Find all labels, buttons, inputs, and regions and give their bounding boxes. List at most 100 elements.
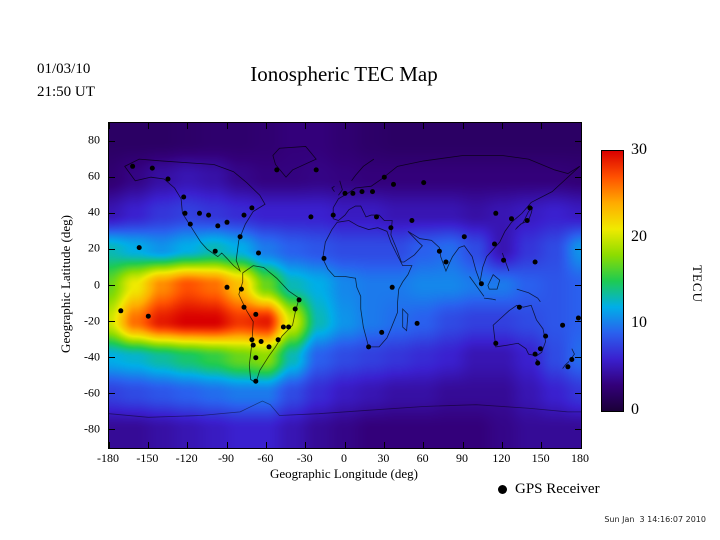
axis-tick-mark (305, 442, 307, 448)
axis-tick-mark (575, 248, 581, 250)
gps-receiver-dot (197, 210, 202, 216)
coastline-greenland (273, 146, 316, 177)
page-title: Ionospheric TEC Map (250, 62, 438, 86)
axis-tick-mark (575, 176, 581, 178)
gps-receiver-dot (250, 342, 256, 348)
map-overlay (109, 123, 581, 448)
gps-receiver-dot (275, 337, 281, 343)
coastline-british-isles (332, 181, 342, 195)
gps-receiver-dot (136, 245, 142, 251)
axis-tick-mark (226, 442, 228, 448)
y-tick-label: 80 (88, 132, 100, 147)
axis-tick-mark (541, 442, 543, 448)
gps-receiver-dot (389, 284, 395, 290)
axis-tick-mark (109, 176, 115, 178)
axis-tick-mark (541, 123, 543, 129)
gps-receiver-dot (206, 212, 212, 218)
axis-tick-mark (423, 123, 425, 129)
coastline-antarctica (109, 401, 581, 417)
x-tick-label: -120 (175, 451, 198, 465)
gps-receiver-dot (366, 344, 372, 350)
axis-tick-mark (147, 123, 149, 129)
y-tick-label: 0 (94, 277, 100, 291)
gps-receiver-dot (286, 324, 292, 330)
y-tick-label: -20 (84, 313, 100, 328)
coastline-north-america (125, 159, 265, 271)
axis-tick-mark (109, 248, 115, 250)
axis-tick-mark (187, 123, 189, 129)
gps-receiver-dot (381, 174, 387, 180)
gps-receiver-dot (569, 357, 575, 362)
axis-tick-mark (109, 393, 115, 395)
gps-receiver-dot (532, 351, 538, 357)
gps-receiver-dot (543, 333, 549, 339)
colorbar-unit-label: TECU (690, 265, 705, 303)
gps-receiver-dot (443, 259, 449, 265)
coastline-australia (493, 305, 545, 356)
axis-tick-mark (187, 442, 189, 448)
colorbar-gradient (601, 150, 624, 412)
x-tick-label: 180 (571, 451, 589, 465)
axis-tick-mark (575, 285, 581, 286)
axis-tick-mark (383, 442, 385, 448)
gps-receiver-dot (330, 212, 336, 218)
gps-receiver-dot (313, 167, 319, 173)
tec-heatmap-canvas (109, 123, 581, 448)
gps-receiver-dot (342, 190, 348, 196)
gps-receiver-dot (266, 344, 272, 350)
coastline-outlines (109, 146, 581, 417)
gps-receiver-dot (224, 219, 230, 225)
x-tick-label: -180 (97, 451, 119, 465)
axis-tick-mark (575, 321, 581, 323)
coastline-japan (515, 208, 532, 230)
gps-receiver-dot (292, 306, 298, 312)
x-tick-label: 120 (492, 451, 511, 465)
x-axis-label: Geographic Longitude (deg) (269, 466, 418, 481)
x-tick-label: 90 (456, 451, 468, 465)
y-tick-label: 20 (88, 240, 100, 255)
gps-receiver-dot (256, 250, 261, 256)
gps-receiver-dot (182, 210, 188, 216)
axis-tick-mark (575, 212, 581, 214)
axis-tick-mark (501, 442, 503, 448)
gps-receiver-dot (253, 355, 259, 361)
axis-tick-mark (108, 123, 110, 129)
x-tick-label: 0 (341, 451, 347, 465)
colorbar-tick-label: 20 (631, 227, 647, 245)
gps-receiver-dot (560, 322, 566, 328)
axis-tick-mark (109, 212, 115, 214)
colorbar-tick-labels: 0 10 20 30 (631, 141, 665, 418)
gps-receiver-dot (501, 257, 507, 263)
gps-receiver-dot (436, 248, 442, 254)
gps-receiver-dot (421, 180, 427, 186)
plot-timestamp: Sun Jan 3 14:16:07 2010 (604, 515, 706, 524)
gps-receiver-dot (359, 189, 365, 195)
x-tick-label: -30 (296, 451, 313, 465)
coastline-south-america (239, 266, 299, 383)
x-tick-label: -150 (136, 451, 159, 465)
gps-receiver-dot (241, 212, 247, 218)
gps-receiver-dot (280, 324, 286, 330)
colorbar-tick-label: 10 (631, 314, 647, 332)
colorbar-tick-label: 30 (631, 141, 647, 158)
x-tick-label: 150 (531, 451, 550, 465)
axis-tick-mark (575, 393, 581, 395)
gps-dot-icon (498, 485, 507, 494)
gps-receiver-dot (145, 313, 151, 319)
gps-receiver-dot (516, 304, 522, 310)
y-tick-label: -80 (84, 421, 100, 436)
gps-receiver-dot (409, 218, 415, 223)
gps-receiver-dot (565, 364, 571, 370)
x-tick-label: 60 (416, 451, 429, 465)
gps-receiver-dot (253, 311, 259, 317)
x-tick-label: 30 (377, 451, 390, 465)
axis-tick-mark (109, 357, 115, 359)
axis-tick-mark (580, 442, 582, 448)
axis-tick-mark (344, 123, 346, 129)
axis-tick-mark (109, 140, 115, 142)
gps-receiver-dot (509, 216, 514, 222)
y-tick-label: -40 (84, 349, 100, 364)
gps-receiver-dot (118, 308, 124, 314)
coastline-scandinavia (352, 159, 374, 181)
gps-legend: GPS Receiver (498, 481, 600, 498)
